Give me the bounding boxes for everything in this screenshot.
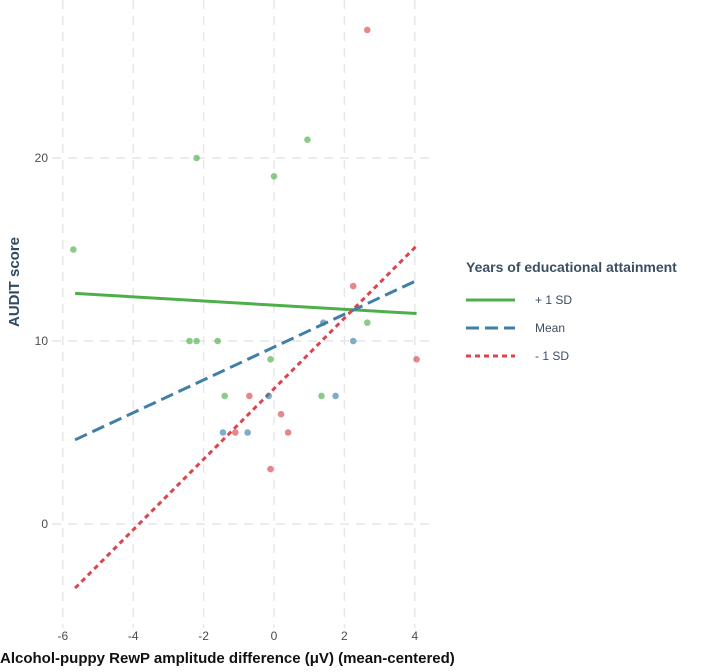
- data-point-series-1: [270, 173, 278, 180]
- data-point-series-1: [186, 337, 193, 345]
- data-point-series-1: [214, 337, 221, 345]
- x-tick-label: 2: [341, 629, 348, 643]
- data-point-series-3: [284, 429, 292, 436]
- x-tick-label: -2: [198, 629, 209, 643]
- data-points: [70, 26, 420, 473]
- legend-label-series-1: + 1 SD: [535, 293, 572, 307]
- x-tick-label: 0: [271, 629, 278, 643]
- data-point-series-2: [349, 337, 357, 345]
- data-point-series-1: [193, 337, 200, 345]
- data-point-series-2: [265, 392, 273, 400]
- x-tick-labels: -6 -4 -2 0 2 4: [57, 629, 418, 643]
- data-point-series-2: [332, 392, 339, 400]
- x-tick-label: 4: [411, 629, 418, 643]
- data-point-series-2: [244, 429, 251, 436]
- data-point-series-1: [304, 136, 311, 143]
- x-tick-label: -6: [57, 629, 68, 643]
- data-point-series-1: [221, 392, 229, 400]
- legend: Years of educational attainment + 1 SD Me…: [466, 259, 677, 363]
- y-tick-label: 10: [35, 334, 49, 348]
- data-point-series-3: [267, 465, 274, 473]
- fit-line-series-1: [75, 291, 417, 316]
- y-tick-label: 20: [35, 151, 49, 165]
- legend-label-series-2: Mean: [535, 321, 565, 335]
- data-point-series-1: [318, 392, 325, 400]
- fit-lines: [74, 244, 418, 590]
- y-axis-title: AUDIT score: [6, 237, 23, 327]
- data-point-series-1: [267, 356, 274, 363]
- data-point-series-3: [349, 282, 357, 290]
- y-tick-label: 0: [41, 517, 48, 531]
- fit-line-series-2: [74, 279, 418, 442]
- data-point-series-3: [413, 356, 420, 363]
- data-point-series-2: [219, 429, 227, 436]
- data-point-series-1: [193, 154, 200, 162]
- x-axis-title: Alcohol-puppy RewP amplitude difference …: [0, 650, 455, 667]
- data-point-series-3: [231, 429, 239, 436]
- grid: [52, 0, 435, 628]
- data-point-series-2: [319, 319, 327, 327]
- x-tick-label: -4: [128, 629, 139, 643]
- legend-label-series-3: - 1 SD: [535, 349, 569, 363]
- data-point-series-1: [70, 246, 77, 253]
- data-point-series-3: [246, 392, 253, 400]
- data-point-series-3: [363, 26, 371, 34]
- data-point-series-3: [277, 410, 285, 418]
- y-tick-labels: 0 10 20: [35, 151, 49, 531]
- data-point-series-1: [363, 319, 371, 327]
- legend-title: Years of educational attainment: [466, 259, 677, 275]
